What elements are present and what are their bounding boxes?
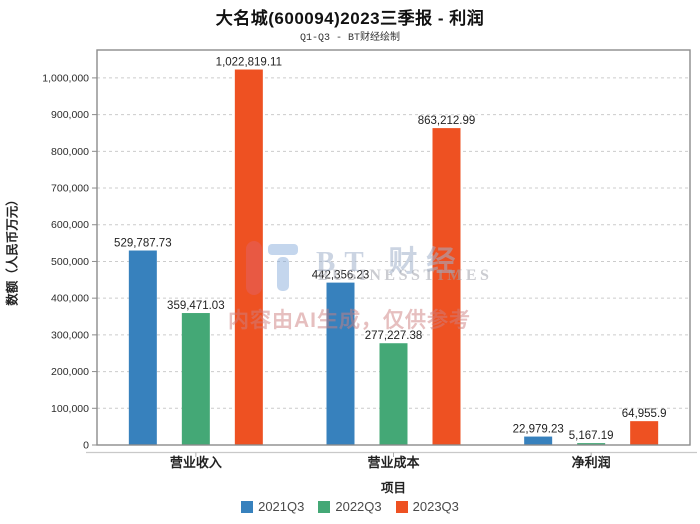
legend-label: 2021Q3 [258, 499, 305, 514]
legend-label: 2023Q3 [412, 499, 459, 514]
bar-value-label: 5,167.19 [569, 430, 614, 442]
bar-value-label: 863,212.99 [418, 115, 476, 127]
bar-value-label: 442,356.23 [312, 270, 370, 282]
bar-2022Q3 [181, 313, 210, 445]
legend: 2021Q3 2022Q3 2023Q3 [0, 499, 700, 514]
legend-item-2023Q3: 2023Q3 [395, 499, 459, 514]
plot-area: 0 100,000 200,000 300,000 400,000 500,000 600,… [42, 49, 697, 470]
y-tick-label: 600,000 [51, 219, 89, 231]
chart-title: 大名城(600094)2023三季报 - 利润 [215, 9, 485, 28]
category-label: 营业收入 [170, 455, 222, 470]
y-tick-label: 700,000 [51, 183, 89, 195]
legend-item-2022Q3: 2022Q3 [318, 499, 382, 514]
bar-value-label: 22,979.23 [513, 424, 564, 436]
y-tick-label: 1,000,000 [42, 72, 89, 84]
legend-swatch-icon [395, 500, 408, 513]
y-tick-label: 400,000 [51, 293, 89, 305]
plot-border [96, 49, 691, 446]
bar-2022Q3 [379, 343, 408, 445]
legend-swatch-icon [318, 500, 331, 513]
category-label: 净利润 [572, 455, 611, 470]
y-tick-label: 500,000 [51, 256, 89, 268]
bar-value-label: 529,787.73 [114, 238, 172, 250]
bar-2021Q3 [524, 436, 553, 445]
bar-2021Q3 [128, 250, 157, 445]
y-tick-label: 800,000 [51, 146, 89, 158]
y-tick-label: 200,000 [51, 366, 89, 378]
legend-label: 2022Q3 [335, 499, 382, 514]
legend-swatch-icon [241, 500, 254, 513]
bar-2023Q3 [630, 421, 659, 445]
bar-2021Q3 [326, 282, 355, 445]
y-tick-label: 300,000 [51, 329, 89, 341]
y-axis-title: 数额（人民币万元） [5, 193, 20, 306]
y-tick-label: 0 [83, 440, 89, 452]
bar-value-label: 277,227.38 [365, 330, 423, 342]
chart-subtitle: Q1-Q3 - BT财经绘制 [299, 33, 400, 44]
y-tick-label: 900,000 [51, 109, 89, 121]
legend-item-2021Q3: 2021Q3 [241, 499, 304, 514]
bar-value-label: 1,022,819.11 [216, 57, 282, 69]
bar-value-label: 64,955.9 [622, 408, 667, 420]
bar-2023Q3 [432, 128, 461, 445]
category-label: 营业成本 [367, 455, 419, 470]
bar-2022Q3 [577, 443, 606, 445]
x-axis-title: 项目 [380, 481, 406, 495]
bar-2023Q3 [234, 69, 263, 445]
y-tick-label: 100,000 [51, 403, 89, 415]
bar-value-label: 359,471.03 [167, 300, 225, 312]
